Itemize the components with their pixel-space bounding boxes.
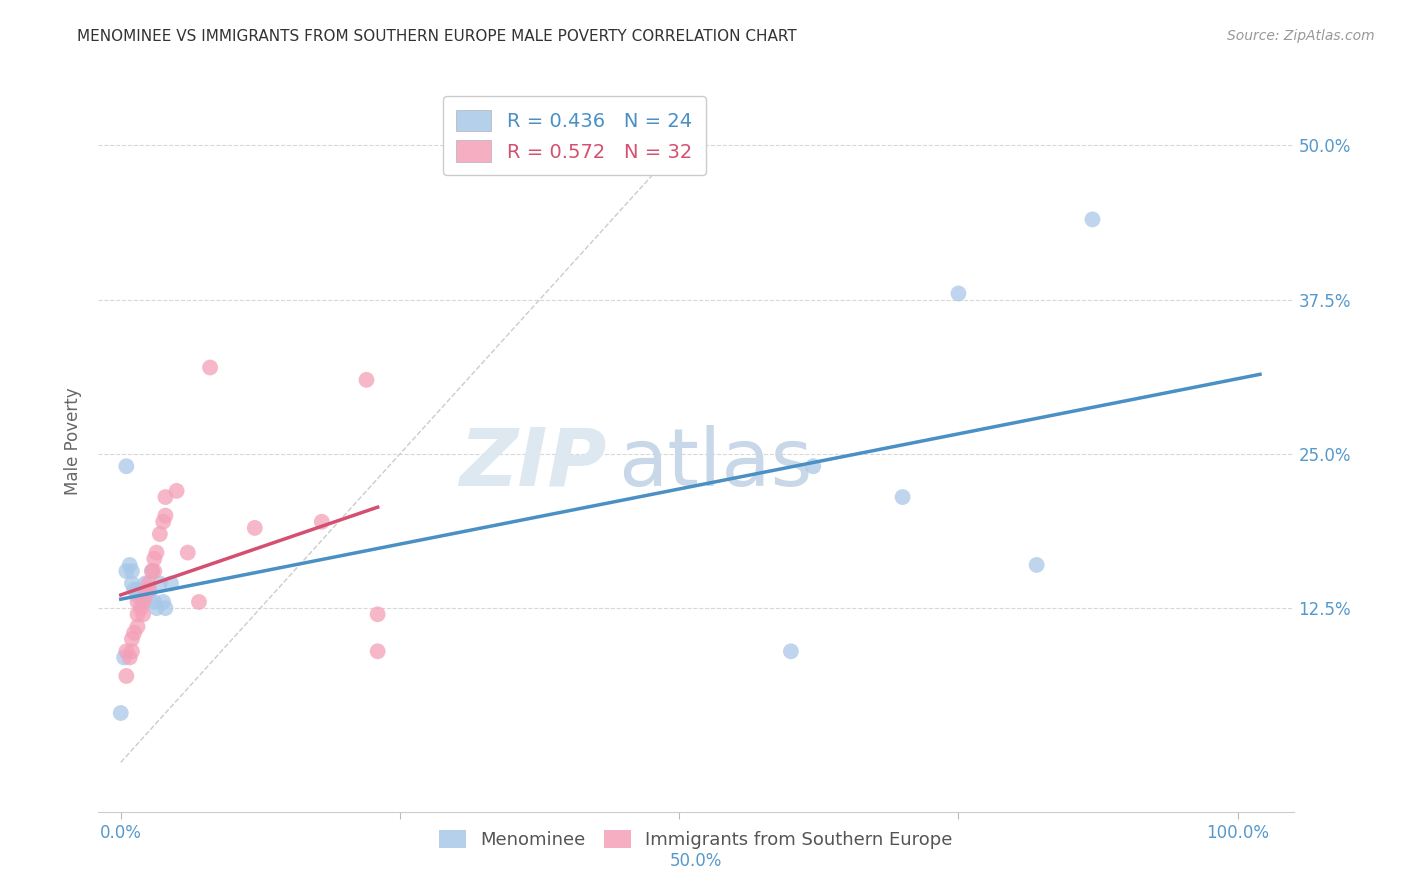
Point — [127, 595, 149, 609]
Point — [127, 607, 149, 622]
Point — [160, 576, 183, 591]
Point — [367, 607, 389, 622]
Point — [122, 625, 145, 640]
Point — [115, 564, 138, 578]
Point — [121, 644, 143, 658]
Point — [141, 564, 163, 578]
Point — [177, 546, 200, 560]
Point — [187, 595, 209, 609]
Point — [152, 595, 174, 609]
Point — [112, 650, 135, 665]
Point — [138, 589, 160, 603]
Legend: Menominee, Immigrants from Southern Europe: Menominee, Immigrants from Southern Euro… — [430, 821, 962, 858]
Point — [127, 619, 149, 633]
Point — [118, 650, 141, 665]
Point — [121, 564, 143, 578]
Point — [115, 669, 138, 683]
Point — [121, 632, 143, 646]
Point — [129, 601, 152, 615]
Point — [149, 527, 172, 541]
Point — [1025, 558, 1047, 572]
Point — [149, 576, 172, 591]
Text: atlas: atlas — [619, 425, 813, 503]
Point — [311, 515, 333, 529]
Point — [138, 582, 160, 597]
Point — [138, 576, 160, 591]
Point — [198, 360, 221, 375]
Point — [132, 595, 155, 609]
Point — [127, 589, 149, 603]
Text: 50.0%: 50.0% — [669, 853, 723, 871]
Point — [132, 607, 155, 622]
Point — [110, 706, 132, 720]
Point — [145, 546, 167, 560]
Point — [143, 564, 166, 578]
Point — [122, 582, 145, 597]
Point — [138, 582, 160, 597]
Point — [948, 286, 970, 301]
Text: Source: ZipAtlas.com: Source: ZipAtlas.com — [1227, 29, 1375, 43]
Point — [129, 589, 152, 603]
Point — [166, 483, 188, 498]
Point — [118, 558, 141, 572]
Point — [145, 601, 167, 615]
Point — [127, 582, 149, 597]
Point — [891, 490, 914, 504]
Point — [143, 595, 166, 609]
Point — [134, 589, 156, 603]
Point — [1081, 212, 1104, 227]
Point — [801, 459, 824, 474]
Point — [132, 595, 155, 609]
Point — [243, 521, 266, 535]
Text: ZIP: ZIP — [458, 425, 606, 503]
Point — [134, 576, 156, 591]
Point — [155, 490, 177, 504]
Point — [367, 644, 389, 658]
Point — [141, 564, 163, 578]
Point — [121, 576, 143, 591]
Point — [152, 515, 174, 529]
Point — [115, 459, 138, 474]
Y-axis label: Male Poverty: Male Poverty — [63, 388, 82, 495]
Point — [155, 601, 177, 615]
Point — [780, 644, 803, 658]
Text: MENOMINEE VS IMMIGRANTS FROM SOUTHERN EUROPE MALE POVERTY CORRELATION CHART: MENOMINEE VS IMMIGRANTS FROM SOUTHERN EU… — [77, 29, 797, 44]
Point — [356, 373, 378, 387]
Point — [143, 551, 166, 566]
Point — [155, 508, 177, 523]
Point — [115, 644, 138, 658]
